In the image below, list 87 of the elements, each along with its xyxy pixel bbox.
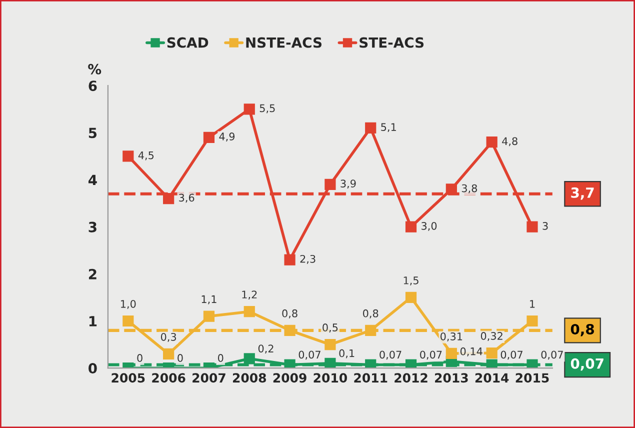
- data-label: 3: [542, 222, 548, 230]
- data-label: 3,6: [179, 194, 194, 203]
- data-label: 1: [530, 300, 535, 308]
- point: [446, 348, 457, 360]
- data-label: 0,1: [339, 349, 354, 358]
- data-label: 1,1: [202, 295, 216, 304]
- data-label: 0,8: [282, 309, 298, 318]
- point: [526, 315, 538, 327]
- data-label: 0: [218, 354, 224, 362]
- point: [405, 359, 417, 368]
- point: [365, 324, 376, 336]
- point: [122, 315, 134, 327]
- data-label: 0,3: [160, 332, 176, 342]
- y-tick-label: 1: [89, 316, 97, 326]
- point: [324, 358, 336, 368]
- point: [486, 136, 498, 148]
- point: [486, 347, 498, 359]
- point: [324, 178, 336, 190]
- data-label: 3,0: [422, 222, 437, 231]
- y-axis-title: %: [88, 64, 102, 74]
- data-label: 4,8: [502, 137, 518, 146]
- ref-line-label: 0,07: [570, 358, 604, 371]
- y-tick-label: 5: [88, 128, 97, 138]
- data-label: 0: [137, 354, 142, 362]
- data-label: 1,5: [404, 276, 418, 286]
- x-tick-label: 2013: [435, 373, 468, 383]
- y-tick-label: 6: [88, 80, 97, 92]
- point: [284, 359, 296, 368]
- ref-line-label: 0,8: [570, 324, 594, 336]
- data-label: 5,5: [260, 104, 275, 114]
- x-tick-label: 2009: [273, 373, 306, 383]
- point: [446, 184, 457, 195]
- data-label: 0,07: [500, 350, 522, 360]
- data-label: 0,07: [380, 350, 402, 360]
- point: [203, 310, 215, 322]
- legend-label: NSTE-ACS: [246, 37, 322, 48]
- data-label: 0,07: [298, 350, 320, 360]
- y-tick-label: 2: [88, 268, 96, 280]
- point: [365, 122, 376, 134]
- point: [163, 193, 174, 204]
- ref-line-label: 3,7: [571, 187, 594, 200]
- point: [284, 324, 296, 336]
- x-tick-label: 2008: [232, 373, 266, 383]
- y-tick-label: 0: [88, 363, 97, 374]
- point: [405, 221, 417, 232]
- data-label: 0,31: [440, 332, 462, 342]
- point: [244, 306, 255, 318]
- data-label: 0,2: [258, 344, 274, 354]
- legend-label: STE-ACS: [360, 37, 424, 48]
- x-tick-label: 2014: [475, 373, 509, 383]
- point: [405, 292, 417, 304]
- y-tick-label: 3: [88, 222, 96, 232]
- data-label: 4,5: [138, 152, 154, 160]
- data-label: 4,9: [219, 132, 235, 142]
- data-label: 0,32: [480, 332, 502, 341]
- data-label: 0: [178, 354, 183, 362]
- data-label: 5,1: [381, 123, 396, 132]
- data-label: 0,5: [322, 324, 338, 332]
- point: [324, 338, 336, 350]
- point: [526, 359, 538, 368]
- data-label: 1,2: [242, 290, 257, 300]
- data-label: 0,14: [460, 347, 482, 356]
- data-label: 0,07: [420, 350, 442, 360]
- legend-label: SCAD: [167, 37, 208, 48]
- point: [486, 359, 498, 368]
- point: [244, 104, 255, 115]
- x-tick-label: 2012: [394, 373, 428, 383]
- point: [365, 359, 376, 368]
- point: [203, 132, 215, 143]
- y-tick-label: 4: [88, 174, 97, 186]
- data-label: 3,9: [340, 180, 356, 189]
- x-tick-label: 2015: [516, 373, 549, 383]
- x-tick-label: 2006: [152, 373, 186, 383]
- point: [526, 221, 538, 232]
- x-tick-label: 2011: [354, 373, 388, 383]
- point: [163, 348, 174, 360]
- data-label: 0,8: [363, 309, 378, 318]
- data-label: 3,8: [462, 184, 478, 194]
- point: [122, 150, 134, 162]
- x-tick-label: 2010: [314, 373, 347, 383]
- data-label: 1,0: [121, 300, 136, 309]
- x-tick-label: 2007: [192, 373, 226, 383]
- data-label: 0,07: [541, 350, 563, 360]
- data-label: 2,3: [300, 254, 316, 264]
- point: [284, 254, 296, 266]
- x-tick-label: 2005: [112, 373, 145, 383]
- point: [244, 353, 255, 364]
